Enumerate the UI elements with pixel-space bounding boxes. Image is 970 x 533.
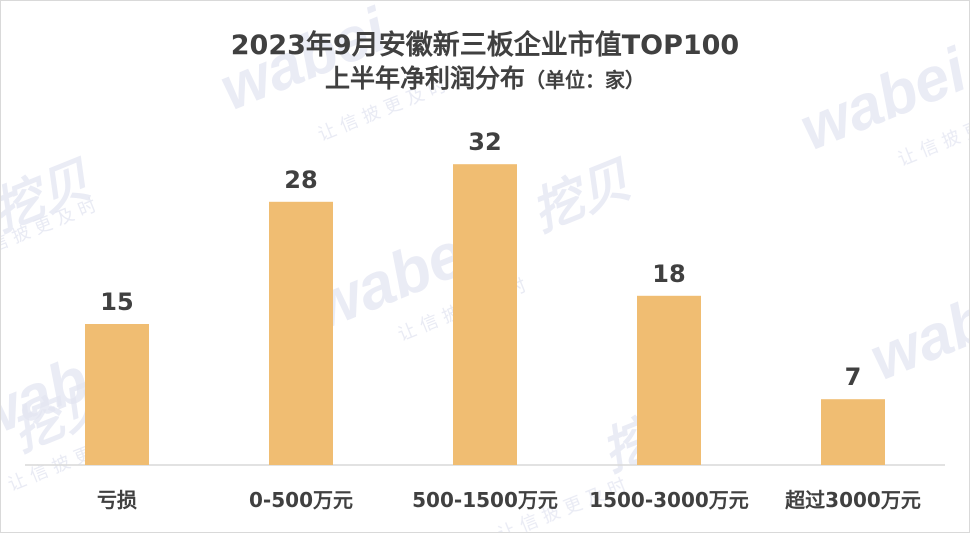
chart-title: 2023年9月安徽新三板企业市值TOP100 xyxy=(230,30,740,61)
x-tick-label-4: 超过3000万元 xyxy=(784,488,921,512)
data-label-1: 28 xyxy=(284,166,317,194)
x-tick-label-3: 1500-3000万元 xyxy=(589,488,749,512)
x-tick-label-0: 亏损 xyxy=(97,488,137,512)
bar-3 xyxy=(637,295,701,465)
bar-2 xyxy=(453,164,517,465)
data-label-0: 15 xyxy=(100,288,133,316)
chart-subtitle: 上半年净利润分布（单位：家） xyxy=(1,59,969,95)
bar-1 xyxy=(269,201,333,466)
data-label-4: 7 xyxy=(845,363,862,391)
x-tick-label-1: 0-500万元 xyxy=(249,488,353,512)
chart-subtitle-text: 上半年净利润分布 xyxy=(324,64,525,93)
data-label-2: 32 xyxy=(468,128,501,156)
x-tick-label-2: 500-1500万元 xyxy=(412,488,558,512)
bar-4 xyxy=(821,399,885,465)
bar-0 xyxy=(85,324,149,465)
chart-unit: （单位：家） xyxy=(525,68,645,92)
data-label-3: 18 xyxy=(652,260,685,288)
